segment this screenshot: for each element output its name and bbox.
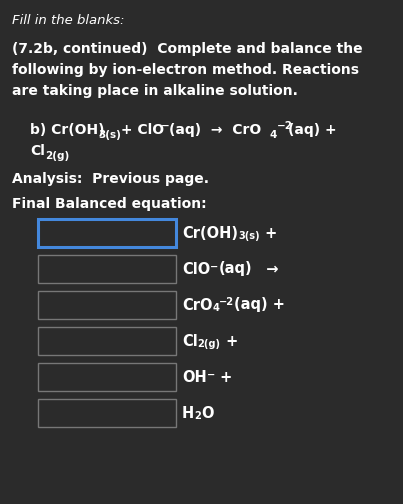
- Text: (aq) +: (aq) +: [288, 123, 337, 137]
- Text: Cl: Cl: [182, 334, 198, 348]
- Text: −: −: [210, 262, 218, 271]
- Text: following by ion-electron method. Reactions: following by ion-electron method. Reacti…: [12, 63, 359, 77]
- Text: Final Balanced equation:: Final Balanced equation:: [12, 197, 207, 211]
- Text: b) Cr(OH): b) Cr(OH): [30, 123, 104, 137]
- Text: 2: 2: [194, 411, 201, 421]
- Bar: [38, 291, 176, 319]
- Text: H: H: [182, 406, 194, 420]
- Text: 2(g): 2(g): [198, 339, 221, 349]
- Text: CrO: CrO: [182, 297, 212, 312]
- Bar: [38, 219, 176, 247]
- Text: (aq)  →  CrO: (aq) → CrO: [169, 123, 261, 137]
- Bar: [38, 399, 176, 427]
- Text: (aq) +: (aq) +: [235, 297, 285, 312]
- Text: −2: −2: [219, 297, 235, 307]
- Text: +: +: [221, 334, 238, 348]
- Bar: [38, 255, 176, 283]
- Text: −: −: [207, 369, 215, 380]
- Text: (7.2b, continued)  Complete and balance the: (7.2b, continued) Complete and balance t…: [12, 42, 363, 56]
- Text: OH: OH: [182, 369, 207, 385]
- Text: Cr(OH): Cr(OH): [182, 225, 238, 240]
- Text: Cl: Cl: [30, 144, 45, 158]
- Text: O: O: [201, 406, 214, 420]
- Text: +: +: [260, 225, 277, 240]
- Text: Analysis:  Previous page.: Analysis: Previous page.: [12, 172, 209, 186]
- Text: 2(g): 2(g): [45, 151, 69, 161]
- Text: Fill in the blanks:: Fill in the blanks:: [12, 14, 125, 27]
- Text: →: →: [256, 262, 278, 277]
- Text: + ClO: + ClO: [116, 123, 164, 137]
- Text: +: +: [215, 369, 232, 385]
- Text: −2: −2: [277, 121, 293, 131]
- Text: 3(s): 3(s): [238, 231, 260, 240]
- Text: −: −: [161, 121, 170, 131]
- Text: ClO: ClO: [182, 262, 210, 277]
- Text: 3(s): 3(s): [98, 130, 121, 140]
- Text: (aq): (aq): [218, 262, 252, 277]
- Text: are taking place in alkaline solution.: are taking place in alkaline solution.: [12, 84, 298, 98]
- Text: 4: 4: [269, 130, 276, 140]
- Bar: [38, 363, 176, 391]
- Text: 4: 4: [212, 302, 219, 312]
- Bar: [38, 327, 176, 355]
